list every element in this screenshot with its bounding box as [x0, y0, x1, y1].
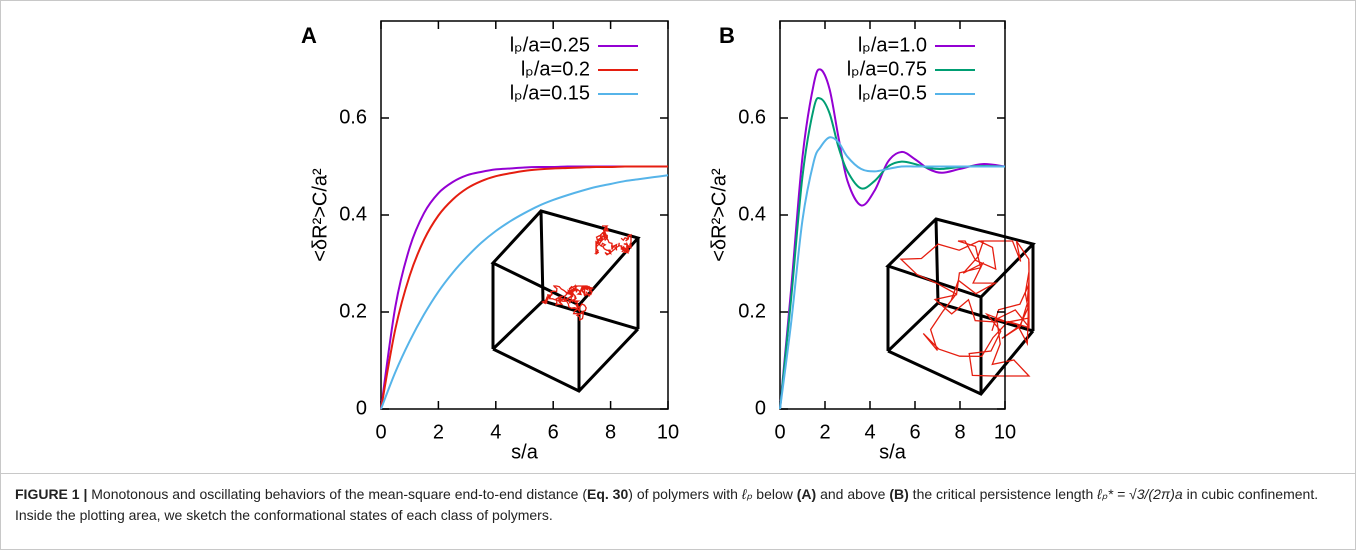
caption-text: (A)	[796, 486, 817, 502]
plot-frame	[380, 20, 669, 410]
data-line	[779, 96, 1006, 410]
caption: FIGURE 1 | Monotonous and oscillating be…	[1, 473, 1355, 549]
chart: A0 2 4 6 8 1000.20.40.6s/a<δR²>C/a²lₚ/a=0.25l…	[301, 20, 1036, 463]
data-line	[380, 174, 669, 410]
x-tick-label: 10	[657, 421, 679, 443]
caption-text: Eq. 30	[587, 486, 629, 502]
inset-cube	[490, 209, 641, 393]
polymer-sketch	[541, 225, 1031, 377]
x-axis-label: s/a	[879, 441, 907, 463]
polymer-path	[541, 283, 595, 322]
x-tick-label: 0	[375, 421, 386, 443]
caption-text: in cubic confinement. Inside the plottin…	[15, 486, 1319, 523]
caption-text: Monotonous and oscillating behaviors of …	[87, 486, 588, 502]
y-tick-label: 0.6	[738, 106, 766, 128]
data-line	[380, 165, 668, 410]
x-tick-label: 2	[433, 421, 444, 443]
caption-text: ℓₚ* = √3/(2π)a	[1097, 486, 1183, 502]
data-line	[380, 165, 668, 410]
x-tick-label: 10	[994, 421, 1016, 443]
caption-text: (B)	[889, 486, 909, 502]
x-tick-label: 2	[819, 421, 830, 443]
y-axis-label: <δR²>C/a²	[309, 168, 331, 262]
legend-label: lₚ/a=0.5	[858, 82, 927, 104]
plot-frame	[779, 20, 1006, 410]
panel-label: B	[719, 23, 735, 48]
x-tick-label: 4	[490, 421, 501, 443]
x-tick-label: 8	[954, 421, 965, 443]
x-tick-label: 6	[909, 421, 920, 443]
y-tick-label: 0.2	[339, 300, 367, 322]
caption-text: the critical persistence length	[908, 486, 1098, 502]
polymer-path	[899, 240, 1031, 377]
legend-label: lₚ/a=0.2	[521, 58, 590, 80]
y-tick-label: 0.6	[339, 106, 367, 128]
x-tick-label: 0	[774, 421, 785, 443]
y-tick-label: 0.4	[738, 203, 766, 225]
x-tick-label: 6	[548, 421, 559, 443]
data-line	[779, 136, 1005, 410]
y-tick-label: 0	[755, 397, 766, 419]
caption-text: ℓₚ	[741, 486, 753, 502]
panel-label: A	[301, 23, 317, 48]
x-axis-label: s/a	[511, 441, 539, 463]
caption-text: FIGURE 1 |	[15, 486, 88, 502]
y-tick-label: 0.4	[339, 203, 367, 225]
legend-label: lₚ/a=0.75	[847, 58, 927, 80]
data-line	[779, 68, 1006, 410]
legend-label: lₚ/a=0.25	[510, 34, 590, 56]
y-tick-label: 0	[356, 397, 367, 419]
y-tick-label: 0.2	[738, 300, 766, 322]
legend-label: lₚ/a=1.0	[858, 34, 927, 56]
legend-label: lₚ/a=0.15	[510, 82, 590, 104]
y-axis-label: <δR²>C/a²	[708, 168, 730, 262]
x-tick-label: 4	[864, 421, 875, 443]
inset-cube	[885, 217, 1036, 396]
caption-text: below	[752, 486, 797, 502]
caption-text: and above	[816, 486, 890, 502]
caption-text: ) of polymers with	[628, 486, 742, 502]
x-tick-label: 8	[605, 421, 616, 443]
polymer-path	[594, 225, 632, 256]
